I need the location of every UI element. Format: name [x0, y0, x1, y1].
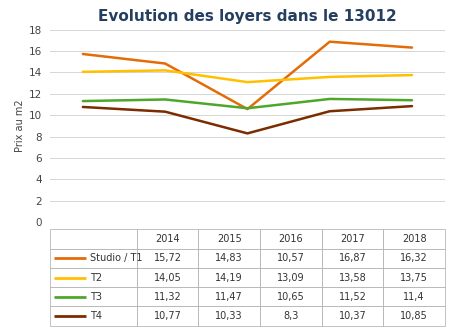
Text: 14,83: 14,83 [216, 253, 243, 263]
Text: 10,65: 10,65 [277, 292, 305, 302]
Text: 10,77: 10,77 [154, 311, 182, 321]
Text: 14,05: 14,05 [154, 272, 182, 283]
Text: 14,19: 14,19 [216, 272, 243, 283]
Text: Studio / T1: Studio / T1 [90, 253, 143, 263]
Text: 2016: 2016 [279, 234, 303, 244]
Text: T3: T3 [90, 292, 102, 302]
Text: 13,58: 13,58 [339, 272, 366, 283]
Text: 8,3: 8,3 [283, 311, 299, 321]
Text: 16,87: 16,87 [339, 253, 366, 263]
Text: 11,4: 11,4 [403, 292, 425, 302]
Text: 11,47: 11,47 [215, 292, 243, 302]
Text: T4: T4 [90, 311, 102, 321]
Text: 11,52: 11,52 [339, 292, 366, 302]
Text: 2015: 2015 [217, 234, 242, 244]
Text: 15,72: 15,72 [153, 253, 182, 263]
Text: 2014: 2014 [155, 234, 180, 244]
Text: 10,85: 10,85 [400, 311, 428, 321]
Text: 13,75: 13,75 [400, 272, 428, 283]
Text: 10,33: 10,33 [216, 311, 243, 321]
Y-axis label: Prix au m2: Prix au m2 [15, 100, 25, 152]
Text: 16,32: 16,32 [400, 253, 428, 263]
Text: 13,09: 13,09 [277, 272, 305, 283]
Text: 10,57: 10,57 [277, 253, 305, 263]
Text: 10,37: 10,37 [339, 311, 366, 321]
Text: 2018: 2018 [402, 234, 426, 244]
Text: 2017: 2017 [340, 234, 365, 244]
Text: T2: T2 [90, 272, 102, 283]
Title: Evolution des loyers dans le 13012: Evolution des loyers dans le 13012 [98, 9, 397, 24]
Text: 11,32: 11,32 [154, 292, 182, 302]
